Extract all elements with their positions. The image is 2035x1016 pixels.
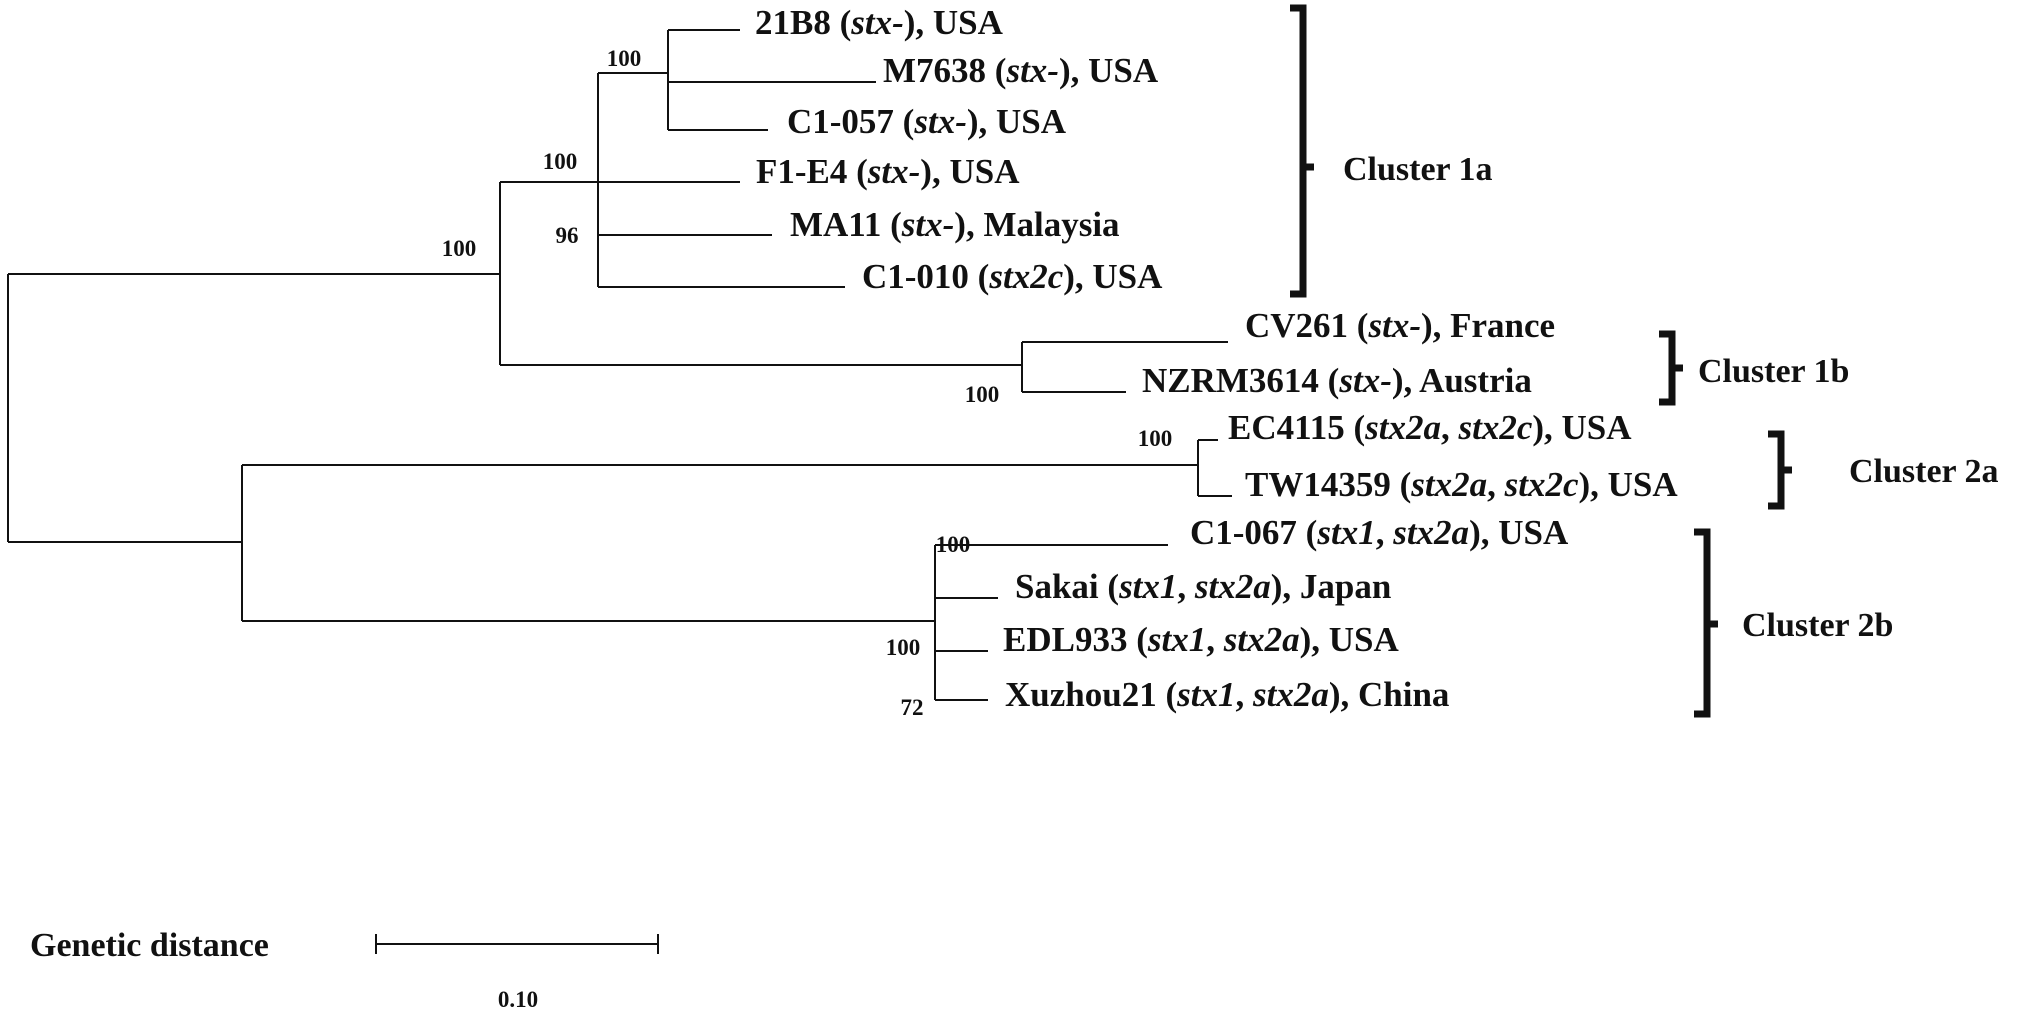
separator: , [1177,567,1195,606]
gene-name: stx- [1005,51,1059,90]
origin-country: ), USA [1469,513,1569,552]
cluster-1a-label: Cluster 1a [1343,151,1493,188]
leaf-label-tw14359: TW14359 (stx2a, stx2c), USA [1245,465,1678,504]
gene-name: stx1 [1147,620,1206,659]
strain-name: CV261 ( [1245,306,1368,345]
bootstrap-value: 96 [556,223,579,248]
leaf-label-f1-e4: F1-E4 (stx-), USA [756,152,1020,191]
leaf-label-sakai: Sakai (stx1, stx2a), Japan [1015,567,1391,606]
gene-name: stx- [1367,306,1421,345]
strain-name: M7638 ( [883,51,1006,90]
gene-name: stx- [913,102,967,141]
tree-branches [7,29,1232,701]
gene-name: stx2a [1392,513,1469,552]
gene-name: stx1 [1316,513,1375,552]
gene-name: stx2c [1504,465,1579,504]
leaf-label-ma11: MA11 (stx-), Malaysia [790,205,1120,244]
origin-country: ), USA [1579,465,1679,504]
origin-country: ), USA [904,3,1004,42]
bootstrap-value: 100 [442,236,477,261]
gene-name: stx2a [1252,675,1329,714]
bootstrap-value: 100 [936,532,971,557]
separator: , [1487,465,1505,504]
cluster-2b-label: Cluster 2b [1742,607,1893,644]
bootstrap-value: 100 [607,46,642,71]
origin-country: ), USA [920,152,1020,191]
separator: , [1235,675,1253,714]
cluster-brackets: Cluster 1a Cluster 1b Cluster 2a Cluster 2b [1290,4,1999,718]
separator: , [1441,408,1459,447]
strain-name: C1-010 ( [862,257,989,296]
bootstrap-value: 100 [1138,426,1173,451]
gene-name: stx- [1338,361,1392,400]
leaf-label-c1-010: C1-010 (stx2c), USA [862,257,1163,296]
leaf-label-c1-057: C1-057 (stx-), USA [787,102,1067,141]
gene-name: stx- [867,152,921,191]
strain-name: C1-067 ( [1190,513,1317,552]
strain-name: MA11 ( [790,205,902,244]
scale-bar-value: 0.10 [498,987,538,1012]
gene-name: stx2c [1457,408,1532,447]
gene-name: stx2a [1194,567,1271,606]
leaf-label-m7638: M7638 (stx-), USA [883,51,1159,90]
leaf-label-ec4115: EC4115 (stx2a, stx2c), USA [1228,408,1632,447]
strain-name: C1-057 ( [787,102,914,141]
origin-country: ), USA [1063,257,1163,296]
strain-name: EDL933 ( [1003,620,1148,659]
origin-country: ), USA [967,102,1067,141]
bootstrap-value: 100 [965,382,1000,407]
strain-name: EC4115 ( [1228,408,1365,447]
cluster-2a-label: Cluster 2a [1849,453,1999,490]
cluster-1a-bracket [1290,4,1307,298]
strain-name: Sakai ( [1015,567,1119,606]
scale-bar: Genetic distance 0.10 [30,927,659,1012]
scale-bar-title: Genetic distance [30,927,269,964]
leaf-label-nzrm3614: NZRM3614 (stx-), Austria [1142,361,1532,400]
leaf-label-cv261: CV261 (stx-), France [1245,306,1555,345]
gene-name: stx2a [1223,620,1300,659]
bootstrap-value: 72 [901,695,924,720]
gene-name: stx2c [988,257,1063,296]
strain-name: NZRM3614 ( [1142,361,1339,400]
origin-country: ), Japan [1271,567,1392,606]
strain-name: 21B8 ( [755,3,851,42]
scale-bar-line [375,934,659,954]
separator: , [1206,620,1224,659]
origin-country: ), USA [1532,408,1632,447]
leaf-label-edl933: EDL933 (stx1, stx2a), USA [1003,620,1399,659]
strain-name: TW14359 ( [1245,465,1411,504]
gene-name: stx2a [1410,465,1487,504]
strain-name: F1-E4 ( [756,152,868,191]
origin-country: ), Malaysia [954,205,1119,244]
origin-country: ), China [1329,675,1450,714]
bootstrap-values: 100 100 96 100 100 100 100 100 72 [442,46,1173,720]
leaf-label-xuzhou21: Xuzhou21 (stx1, stx2a), China [1005,675,1449,714]
cluster-1b-bracket [1659,330,1676,406]
gene-name: stx- [901,205,955,244]
bootstrap-value: 100 [543,149,578,174]
cluster-2a-bracket [1768,430,1785,510]
leaf-label-c1-067: C1-067 (stx1, stx2a), USA [1190,513,1569,552]
gene-name: stx1 [1118,567,1177,606]
gene-name: stx1 [1176,675,1235,714]
strain-name: Xuzhou21 ( [1005,675,1177,714]
origin-country: ), France [1421,306,1555,345]
bootstrap-value: 100 [886,635,921,660]
cluster-2b-bracket [1694,528,1711,718]
origin-country: ), USA [1300,620,1400,659]
gene-name: stx2a [1364,408,1441,447]
gene-name: stx- [850,3,904,42]
cluster-1b-label: Cluster 1b [1698,353,1849,390]
separator: , [1376,513,1394,552]
origin-country: ), Austria [1392,361,1532,400]
leaf-label-21b8: 21B8 (stx-), USA [755,3,1004,42]
origin-country: ), USA [1059,51,1159,90]
